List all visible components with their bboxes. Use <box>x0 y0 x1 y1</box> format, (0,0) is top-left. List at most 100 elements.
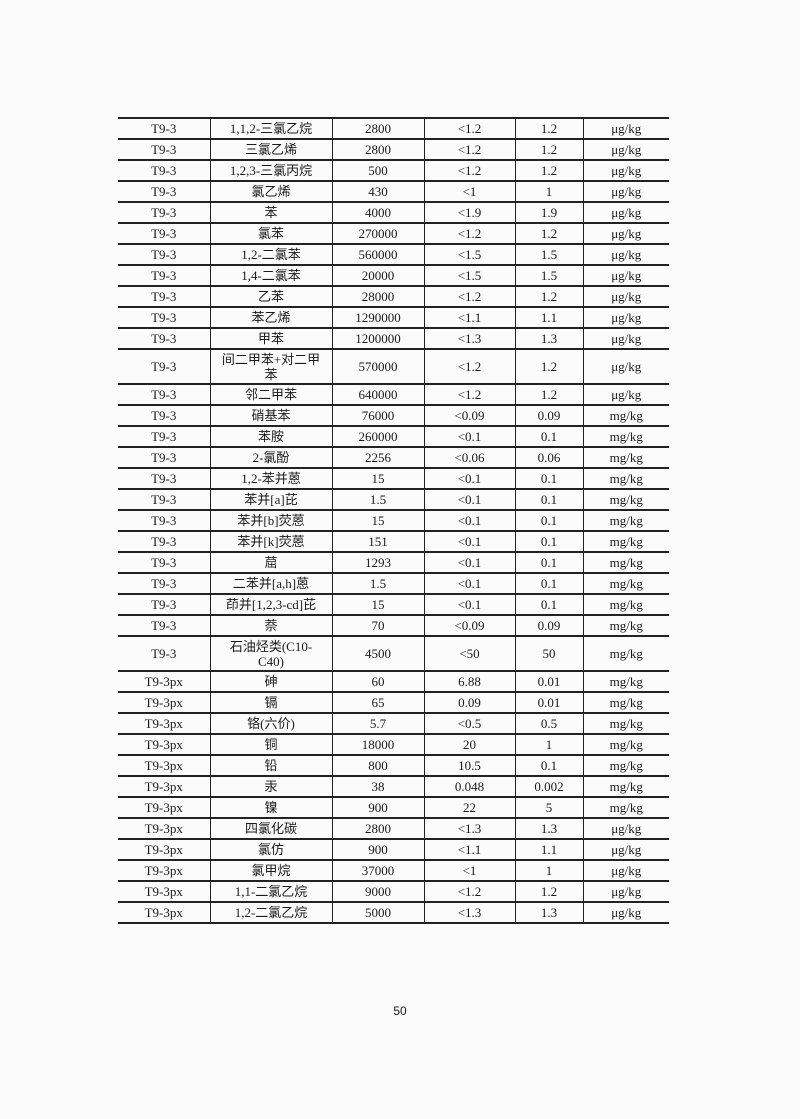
screening-value-cell: 560000 <box>331 243 424 266</box>
result-cell: <0.06 <box>423 446 515 469</box>
sample-id-cell: T9-3px <box>118 691 210 714</box>
detection-limit-cell: 1.2 <box>514 159 583 182</box>
unit-cell: μg/kg <box>582 838 669 861</box>
result-cell: <0.1 <box>423 593 515 616</box>
detection-limit-cell: 0.1 <box>514 551 583 574</box>
unit-cell: μg/kg <box>582 264 669 287</box>
result-cell: 6.88 <box>423 670 515 693</box>
result-cell: 0.048 <box>423 775 515 798</box>
analyte-cell: 三氯乙烯 <box>209 138 332 161</box>
detection-limit-cell: 0.1 <box>514 593 583 616</box>
result-cell: <1 <box>423 180 515 203</box>
table-row: T9-3 邻二甲苯 640000 <1.2 1.2 μg/kg <box>118 383 669 406</box>
sample-id-cell: T9-3 <box>118 180 210 203</box>
detection-limit-cell: 1.3 <box>514 817 583 840</box>
analyte-cell: 苯 <box>209 201 332 224</box>
unit-cell: mg/kg <box>582 670 669 693</box>
result-cell: <1.2 <box>423 159 515 182</box>
screening-value-cell: 1200000 <box>331 327 424 350</box>
table-row: T9-3 甲苯 1200000 <1.3 1.3 μg/kg <box>118 327 669 350</box>
table-row: T9-3 苯乙烯 1290000 <1.1 1.1 μg/kg <box>118 306 669 329</box>
result-cell: 22 <box>423 796 515 819</box>
table-row: T9-3px 四氯化碳 2800 <1.3 1.3 μg/kg <box>118 817 669 840</box>
result-cell: <1.3 <box>423 901 515 924</box>
screening-value-cell: 15 <box>331 509 424 532</box>
table-row: T9-3 三氯乙烯 2800 <1.2 1.2 μg/kg <box>118 138 669 161</box>
screening-value-cell: 260000 <box>331 425 424 448</box>
sample-id-cell: T9-3 <box>118 117 210 140</box>
screening-value-cell: 570000 <box>331 348 424 385</box>
detection-limit-cell: 0.01 <box>514 670 583 693</box>
result-cell: <1.1 <box>423 838 515 861</box>
analyte-cell: 汞 <box>209 775 332 798</box>
screening-value-cell: 5.7 <box>331 712 424 735</box>
result-cell: <1.2 <box>423 117 515 140</box>
table-row: T9-3 氯乙烯 430 <1 1 μg/kg <box>118 180 669 203</box>
sample-id-cell: T9-3px <box>118 859 210 882</box>
analyte-cell: 1,1-二氯乙烷 <box>209 880 332 903</box>
screening-value-cell: 151 <box>331 530 424 553</box>
sample-id-cell: T9-3px <box>118 670 210 693</box>
detection-limit-cell: 0.1 <box>514 754 583 777</box>
unit-cell: μg/kg <box>582 138 669 161</box>
table-row: T9-3px 铅 800 10.5 0.1 mg/kg <box>118 754 669 777</box>
analyte-cell: 铬(六价) <box>209 712 332 735</box>
sample-id-cell: T9-3 <box>118 614 210 637</box>
sample-id-cell: T9-3 <box>118 425 210 448</box>
table-row: T9-3px 砷 60 6.88 0.01 mg/kg <box>118 670 669 693</box>
detection-limit-cell: 1.2 <box>514 348 583 385</box>
sample-id-cell: T9-3 <box>118 264 210 287</box>
unit-cell: mg/kg <box>582 593 669 616</box>
detection-limit-cell: 0.5 <box>514 712 583 735</box>
sample-id-cell: T9-3 <box>118 306 210 329</box>
result-cell: <1.5 <box>423 264 515 287</box>
analyte-cell: 䓛 <box>209 551 332 574</box>
results-table-body: T9-3 1,1,2-三氯乙烷 2800 <1.2 1.2 μg/kg T9-3 三氯乙烯 28… <box>118 117 669 924</box>
table-row: T9-3 石油烃类(C10-C40) 4500 <50 50 mg/kg <box>118 635 669 672</box>
screening-value-cell: 65 <box>331 691 424 714</box>
detection-limit-cell: 1.2 <box>514 383 583 406</box>
result-cell: 20 <box>423 733 515 756</box>
sample-id-cell: T9-3px <box>118 754 210 777</box>
detection-limit-cell: 1.2 <box>514 222 583 245</box>
table-row: T9-3 乙苯 28000 <1.2 1.2 μg/kg <box>118 285 669 308</box>
unit-cell: μg/kg <box>582 348 669 385</box>
sample-id-cell: T9-3px <box>118 796 210 819</box>
screening-value-cell: 20000 <box>331 264 424 287</box>
detection-limit-cell: 0.01 <box>514 691 583 714</box>
detection-limit-cell: 50 <box>514 635 583 672</box>
result-cell: <0.1 <box>423 467 515 490</box>
analyte-cell: 苯并[a]芘 <box>209 488 332 511</box>
unit-cell: μg/kg <box>582 243 669 266</box>
unit-cell: mg/kg <box>582 446 669 469</box>
table-row: T9-3 苯并[k]荧蒽 151 <0.1 0.1 mg/kg <box>118 530 669 553</box>
result-cell: <1.3 <box>423 817 515 840</box>
screening-value-cell: 38 <box>331 775 424 798</box>
result-cell: <0.09 <box>423 614 515 637</box>
table-row: T9-3 硝基苯 76000 <0.09 0.09 mg/kg <box>118 404 669 427</box>
result-cell: <0.1 <box>423 551 515 574</box>
detection-limit-cell: 1 <box>514 859 583 882</box>
unit-cell: mg/kg <box>582 509 669 532</box>
screening-value-cell: 900 <box>331 838 424 861</box>
screening-value-cell: 1293 <box>331 551 424 574</box>
unit-cell: μg/kg <box>582 901 669 924</box>
analyte-cell: 四氯化碳 <box>209 817 332 840</box>
analyte-cell: 苯并[b]荧蒽 <box>209 509 332 532</box>
unit-cell: μg/kg <box>582 817 669 840</box>
result-cell: <0.09 <box>423 404 515 427</box>
unit-cell: mg/kg <box>582 733 669 756</box>
unit-cell: mg/kg <box>582 425 669 448</box>
detection-limit-cell: 0.09 <box>514 404 583 427</box>
analyte-cell: 硝基苯 <box>209 404 332 427</box>
sample-id-cell: T9-3 <box>118 530 210 553</box>
table-row: T9-3 1,2-二氯苯 560000 <1.5 1.5 μg/kg <box>118 243 669 266</box>
analyte-cell: 二苯并[a,h]蒽 <box>209 572 332 595</box>
result-cell: <1.2 <box>423 285 515 308</box>
detection-limit-cell: 1.9 <box>514 201 583 224</box>
result-cell: <1.2 <box>423 880 515 903</box>
result-cell: <1.9 <box>423 201 515 224</box>
table-row: T9-3px 汞 38 0.048 0.002 mg/kg <box>118 775 669 798</box>
analyte-cell: 苯乙烯 <box>209 306 332 329</box>
detection-limit-cell: 0.06 <box>514 446 583 469</box>
